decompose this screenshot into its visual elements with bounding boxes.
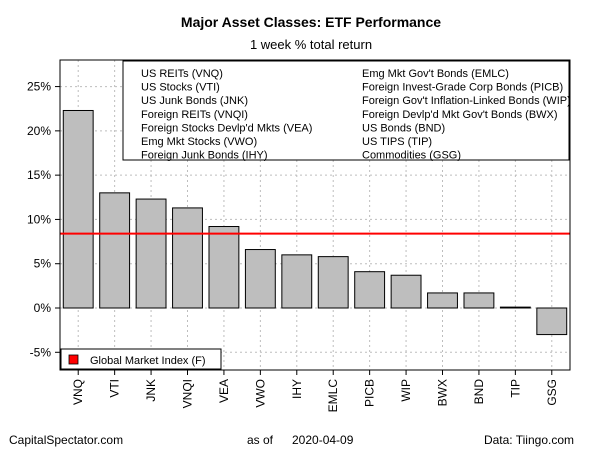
plot-frame: [59, 59, 571, 371]
x-tick-label: BWX: [436, 379, 450, 406]
annotation-right-item: Commodities (GSG): [362, 150, 461, 162]
y-tick-label: 25%: [27, 80, 51, 94]
annotation-box-frame: [122, 60, 570, 161]
annotation-right-item: US TIPS (TIP): [362, 136, 432, 148]
annotation-right-item: Foreign Devlp'd Mkt Gov't Bonds (BWX): [362, 109, 558, 121]
y-tick-label: 5%: [34, 257, 52, 271]
bar-bwx: [427, 292, 458, 309]
x-tick-label: EMLC: [326, 379, 340, 413]
x-tick-label: VWO: [253, 379, 267, 408]
legend-swatch: [68, 354, 79, 365]
annotation-left-item: US Stocks (VTI): [141, 82, 220, 94]
y-tick-label: -5%: [30, 345, 52, 359]
annotation-box: US REITs (VNQ) US Stocks (VTI)US Junk Bon…: [122, 60, 571, 162]
annotation-right-item: Foreign Invest-Grade Corp Bonds (PICB): [362, 82, 563, 94]
bar-bnd: [463, 292, 495, 309]
chart-title: Major Asset Classes: ETF Performance: [181, 14, 441, 30]
bar-vea: [208, 226, 240, 309]
annotation-right-item: Foreign Gov't Inflation-Linked Bonds (WI…: [362, 95, 571, 107]
annotation-left-item: Foreign Junk Bonds (IHY): [141, 150, 268, 162]
legend-label: Global Market Index (F): [90, 355, 206, 367]
x-axis: VNQ VTI JNK VNQI VEA VWO IHY EMLC PICB WIP BWX BND T…: [71, 370, 559, 412]
annotation-left-item: US Junk Bonds (JNK): [141, 95, 248, 107]
bar-vnqi: [172, 207, 203, 309]
x-tick-label: VNQ: [71, 379, 85, 405]
y-tick-label: 10%: [27, 212, 51, 226]
x-tick-label: VNQI: [181, 379, 195, 408]
bar-ihy: [281, 254, 313, 309]
annotation-right-item: US Bonds (BND): [362, 122, 445, 134]
legend: Global Market Index (F): [60, 348, 222, 370]
x-tick-label: VEA: [217, 379, 231, 403]
bar-gsg: [536, 307, 568, 336]
x-tick-label: PICB: [363, 379, 377, 407]
bar-vnq: [62, 109, 94, 309]
annotation-left-item: Foreign REITs (VNQI): [141, 109, 248, 121]
footer-source-left: CapitalSpectator.com: [9, 433, 123, 447]
bar-picb: [354, 271, 386, 309]
x-tick-label: JNK: [144, 379, 158, 402]
y-axis: -5% 0% 5% 10% 15% 20% 25%: [27, 80, 60, 359]
legend-frame: [60, 348, 222, 370]
x-tick-label: IHY: [290, 379, 304, 399]
footer-as-of-label: as of: [247, 433, 274, 447]
footer-data-source: Data: Tiingo.com: [484, 433, 574, 447]
bars: [62, 109, 568, 336]
bar-tip: [499, 306, 531, 309]
x-tick-label: WIP: [399, 379, 413, 402]
bar-vti: [99, 192, 131, 309]
bar-vwo: [244, 249, 276, 309]
bar-emlc: [317, 256, 349, 309]
x-tick-label: TIP: [508, 379, 522, 398]
x-tick-label: GSG: [545, 379, 559, 406]
footer-as-of-date: 2020-04-09: [292, 433, 354, 447]
annotation-left-item: US REITs (VNQ): [141, 68, 223, 80]
bar-wip: [390, 274, 422, 309]
x-tick-label: VTI: [108, 379, 122, 398]
y-tick-label: 0%: [34, 301, 52, 315]
x-tick-label: BND: [472, 379, 486, 405]
annotation-right-item: Emg Mkt Gov't Bonds (EMLC): [362, 68, 509, 80]
y-tick-label: 20%: [27, 124, 51, 138]
annotation-left-item: Foreign Stocks Devlp'd Mkts (VEA): [141, 122, 312, 134]
y-tick-label: 15%: [27, 168, 51, 182]
chart-subtitle: 1 week % total return: [250, 37, 372, 52]
bar-jnk: [135, 198, 167, 309]
annotation-left-item: Emg Mkt Stocks (VWO): [141, 136, 257, 148]
